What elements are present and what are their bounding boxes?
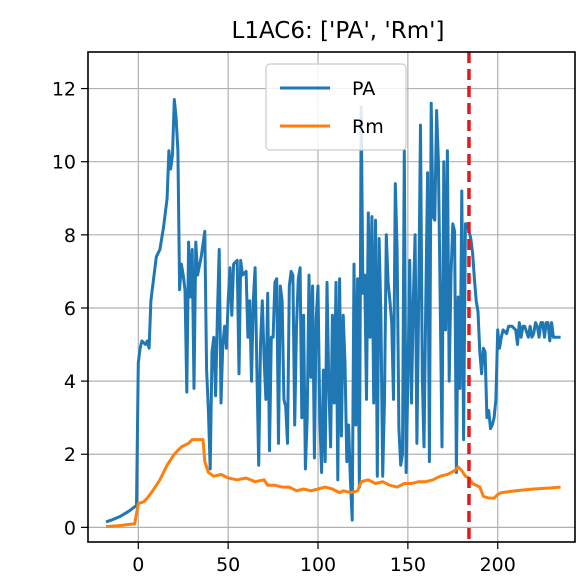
legend-label-rm: Rm bbox=[352, 116, 384, 138]
series-line-rm bbox=[105, 438, 561, 529]
x-tick-label: 150 bbox=[390, 554, 426, 576]
chart-title: L1AC6: ['PA', 'Rm'] bbox=[232, 18, 445, 44]
plot-frame bbox=[87, 51, 576, 543]
x-tick-label: 200 bbox=[480, 554, 516, 576]
y-tick-label: 0 bbox=[64, 517, 76, 539]
y-tick-label: 2 bbox=[64, 444, 76, 466]
series-line-pa bbox=[105, 98, 561, 524]
x-tick-label: 100 bbox=[300, 554, 336, 576]
legend: PA Rm bbox=[265, 63, 407, 151]
legend-label-pa: PA bbox=[352, 78, 375, 100]
axis-ticks: 0 50 100 150 200 0 2 4 6 8 10 12 bbox=[52, 79, 516, 576]
series-layer bbox=[105, 98, 561, 529]
y-tick-label: 8 bbox=[64, 225, 76, 247]
y-tick-label: 12 bbox=[52, 79, 76, 101]
y-tick-label: 6 bbox=[64, 298, 76, 320]
legend-box bbox=[265, 63, 407, 151]
y-tick-label: 4 bbox=[64, 371, 76, 393]
x-tick-label: 0 bbox=[132, 554, 144, 576]
y-tick-label: 10 bbox=[52, 152, 76, 174]
x-tick-label: 50 bbox=[216, 554, 240, 576]
